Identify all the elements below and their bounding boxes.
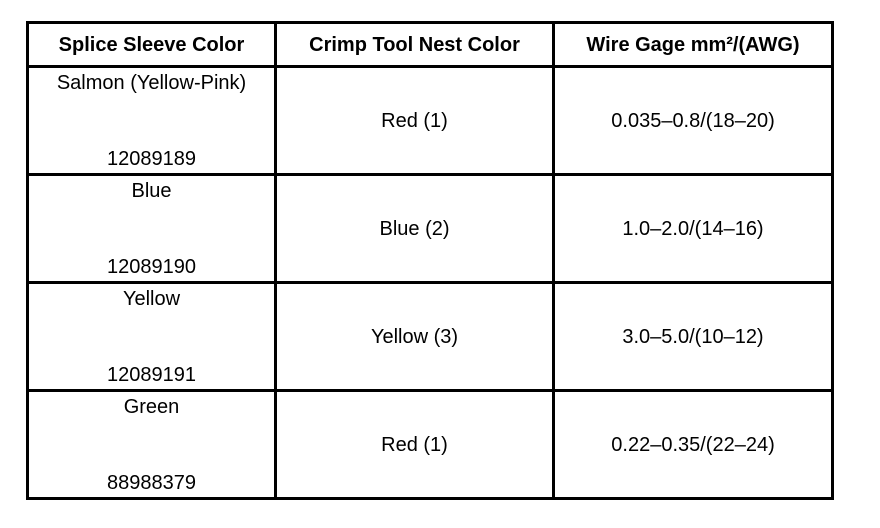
sleeve-cell: Blue 12089190 — [26, 173, 277, 284]
nest-color: Red (1) — [274, 389, 555, 500]
sleeve-cell: Salmon (Yellow-Pink) 12089189 — [26, 65, 277, 176]
header-nest-color: Crimp Tool Nest Color — [274, 21, 555, 68]
header-sleeve-color: Splice Sleeve Color — [26, 21, 277, 68]
part-number: 12089190 — [107, 255, 196, 278]
sleeve-color: Blue — [131, 179, 172, 202]
nest-color: Red (1) — [274, 65, 555, 176]
nest-color: Blue (2) — [274, 173, 555, 284]
part-number: 12089189 — [107, 147, 196, 170]
sleeve-color: Green — [123, 395, 180, 418]
table-row: Green 88988379 Red (1) 0.22–0.35/(22–24) — [26, 389, 834, 500]
table-row: Salmon (Yellow-Pink) 12089189 Red (1) 0.0… — [26, 65, 834, 176]
part-number: 12089191 — [107, 363, 196, 386]
splice-sleeve-table: Splice Sleeve Color Crimp Tool Nest Colo… — [26, 21, 834, 500]
nest-color: Yellow (3) — [274, 281, 555, 392]
wire-gage: 3.0–5.0/(10–12) — [552, 281, 834, 392]
table-row: Blue 12089190 Blue (2) 1.0–2.0/(14–16) — [26, 173, 834, 284]
wire-gage: 0.22–0.35/(22–24) — [552, 389, 834, 500]
header-row: Splice Sleeve Color Crimp Tool Nest Colo… — [26, 21, 834, 68]
table-row: Yellow 12089191 Yellow (3) 3.0–5.0/(10–12… — [26, 281, 834, 392]
sleeve-cell: Yellow 12089191 — [26, 281, 277, 392]
header-wire-gage: Wire Gage mm²/(AWG) — [552, 21, 834, 68]
wire-gage: 0.035–0.8/(18–20) — [552, 65, 834, 176]
part-number: 88988379 — [107, 471, 196, 494]
wire-gage: 1.0–2.0/(14–16) — [552, 173, 834, 284]
sleeve-cell: Green 88988379 — [26, 389, 277, 500]
sleeve-color: Salmon (Yellow-Pink) — [56, 71, 247, 94]
sleeve-color: Yellow — [122, 287, 181, 310]
